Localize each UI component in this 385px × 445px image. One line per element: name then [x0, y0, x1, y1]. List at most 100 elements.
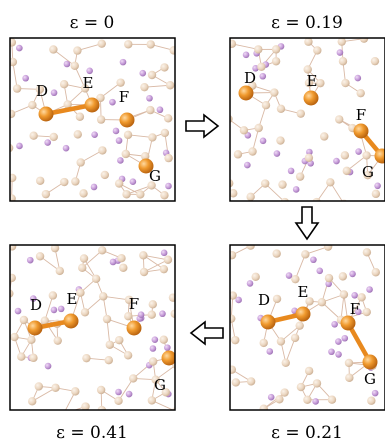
- atom-label-g: G: [154, 376, 166, 394]
- host-atom: [148, 133, 157, 142]
- atom-f: [353, 123, 369, 139]
- host-atom: [280, 388, 289, 397]
- host-atom: [10, 332, 19, 342]
- strain-label-p1: ε = 0: [70, 13, 115, 33]
- host-atom: [50, 245, 60, 253]
- host-atom: [272, 294, 282, 304]
- host-atom: [278, 180, 287, 189]
- host-atom: [49, 45, 58, 54]
- guest-atom: [146, 94, 153, 102]
- host-atom: [53, 336, 62, 345]
- host-atom: [70, 61, 79, 70]
- guest-atom: [266, 348, 274, 355]
- host-atom: [159, 264, 169, 274]
- host-atom: [73, 130, 82, 139]
- atom-label-f: F: [350, 300, 360, 318]
- host-atom: [35, 85, 45, 94]
- host-atom: [96, 385, 106, 395]
- host-atom: [281, 358, 290, 367]
- host-atom: [276, 104, 286, 113]
- panel-frame-p1: [9, 37, 176, 202]
- atom-label-f: F: [356, 106, 366, 124]
- guest-atom: [129, 178, 137, 186]
- guest-atom: [355, 148, 362, 155]
- host-atom: [147, 181, 156, 190]
- host-atom: [76, 158, 85, 167]
- guest-atom: [331, 320, 338, 328]
- guest-atom: [151, 336, 159, 343]
- host-atom: [10, 245, 17, 251]
- atom-label-d: D: [244, 69, 256, 87]
- bond: [263, 392, 285, 410]
- host-atom: [246, 377, 256, 386]
- host-atom: [10, 273, 16, 283]
- host-atom: [304, 78, 314, 88]
- guest-atom: [335, 338, 342, 345]
- guest-atom: [86, 67, 93, 75]
- host-atom: [75, 112, 85, 121]
- atom-label-e: E: [67, 290, 78, 308]
- host-atom: [10, 109, 16, 119]
- host-atom: [29, 131, 38, 140]
- host-atom: [10, 57, 18, 67]
- atom-d: [238, 85, 254, 101]
- host-atom: [335, 115, 344, 124]
- host-atom: [272, 249, 281, 258]
- host-atom: [337, 38, 346, 46]
- host-atom: [301, 250, 310, 259]
- host-atom: [363, 170, 372, 180]
- host-atom: [136, 190, 145, 199]
- host-atom: [63, 100, 72, 109]
- atom-f: [119, 112, 135, 128]
- host-atom: [10, 194, 16, 201]
- host-atom: [79, 189, 88, 198]
- host-atom: [81, 402, 90, 410]
- host-atom: [367, 396, 376, 405]
- guest-atom: [355, 308, 362, 316]
- guest-atom: [159, 310, 166, 318]
- host-atom: [124, 40, 133, 49]
- host-atom: [246, 192, 255, 201]
- bond: [294, 254, 306, 280]
- host-atom: [147, 70, 157, 80]
- host-atom: [338, 57, 348, 66]
- host-atom: [82, 353, 91, 363]
- atom-g: [362, 354, 378, 370]
- host-atom: [116, 78, 125, 87]
- host-atom: [114, 396, 123, 406]
- network-p4: D E F G: [10, 245, 175, 410]
- host-atom: [97, 39, 106, 48]
- guest-atom: [292, 186, 300, 193]
- guest-atom: [115, 388, 122, 396]
- host-atom: [148, 300, 157, 309]
- host-atom: [370, 56, 380, 66]
- atom-f: [126, 320, 142, 336]
- host-atom: [305, 297, 314, 306]
- atom-e: [84, 97, 100, 113]
- host-atom: [341, 78, 350, 88]
- highlighted-bond-de: [43, 102, 95, 117]
- strain-label-p2: ε = 0.19: [271, 13, 343, 33]
- host-atom: [151, 375, 160, 384]
- host-atom: [295, 172, 305, 181]
- host-atom: [230, 291, 237, 300]
- guest-atom: [312, 398, 319, 405]
- atom-label-f: F: [119, 88, 129, 106]
- guest-atom: [354, 74, 362, 82]
- atom-f: [340, 315, 356, 331]
- host-atom: [260, 179, 270, 188]
- host-atom: [296, 109, 305, 118]
- guest-atom: [328, 348, 335, 356]
- guest-atom: [109, 98, 116, 106]
- guest-atom: [29, 295, 37, 302]
- host-atom: [344, 358, 354, 368]
- panel-p2: D E F G: [229, 37, 385, 202]
- host-atom: [165, 81, 175, 90]
- host-atom: [159, 335, 168, 344]
- host-atom: [76, 288, 85, 297]
- guest-atom: [333, 157, 340, 165]
- guest-atom: [91, 131, 98, 138]
- host-atom: [171, 407, 175, 410]
- host-atom: [147, 396, 157, 405]
